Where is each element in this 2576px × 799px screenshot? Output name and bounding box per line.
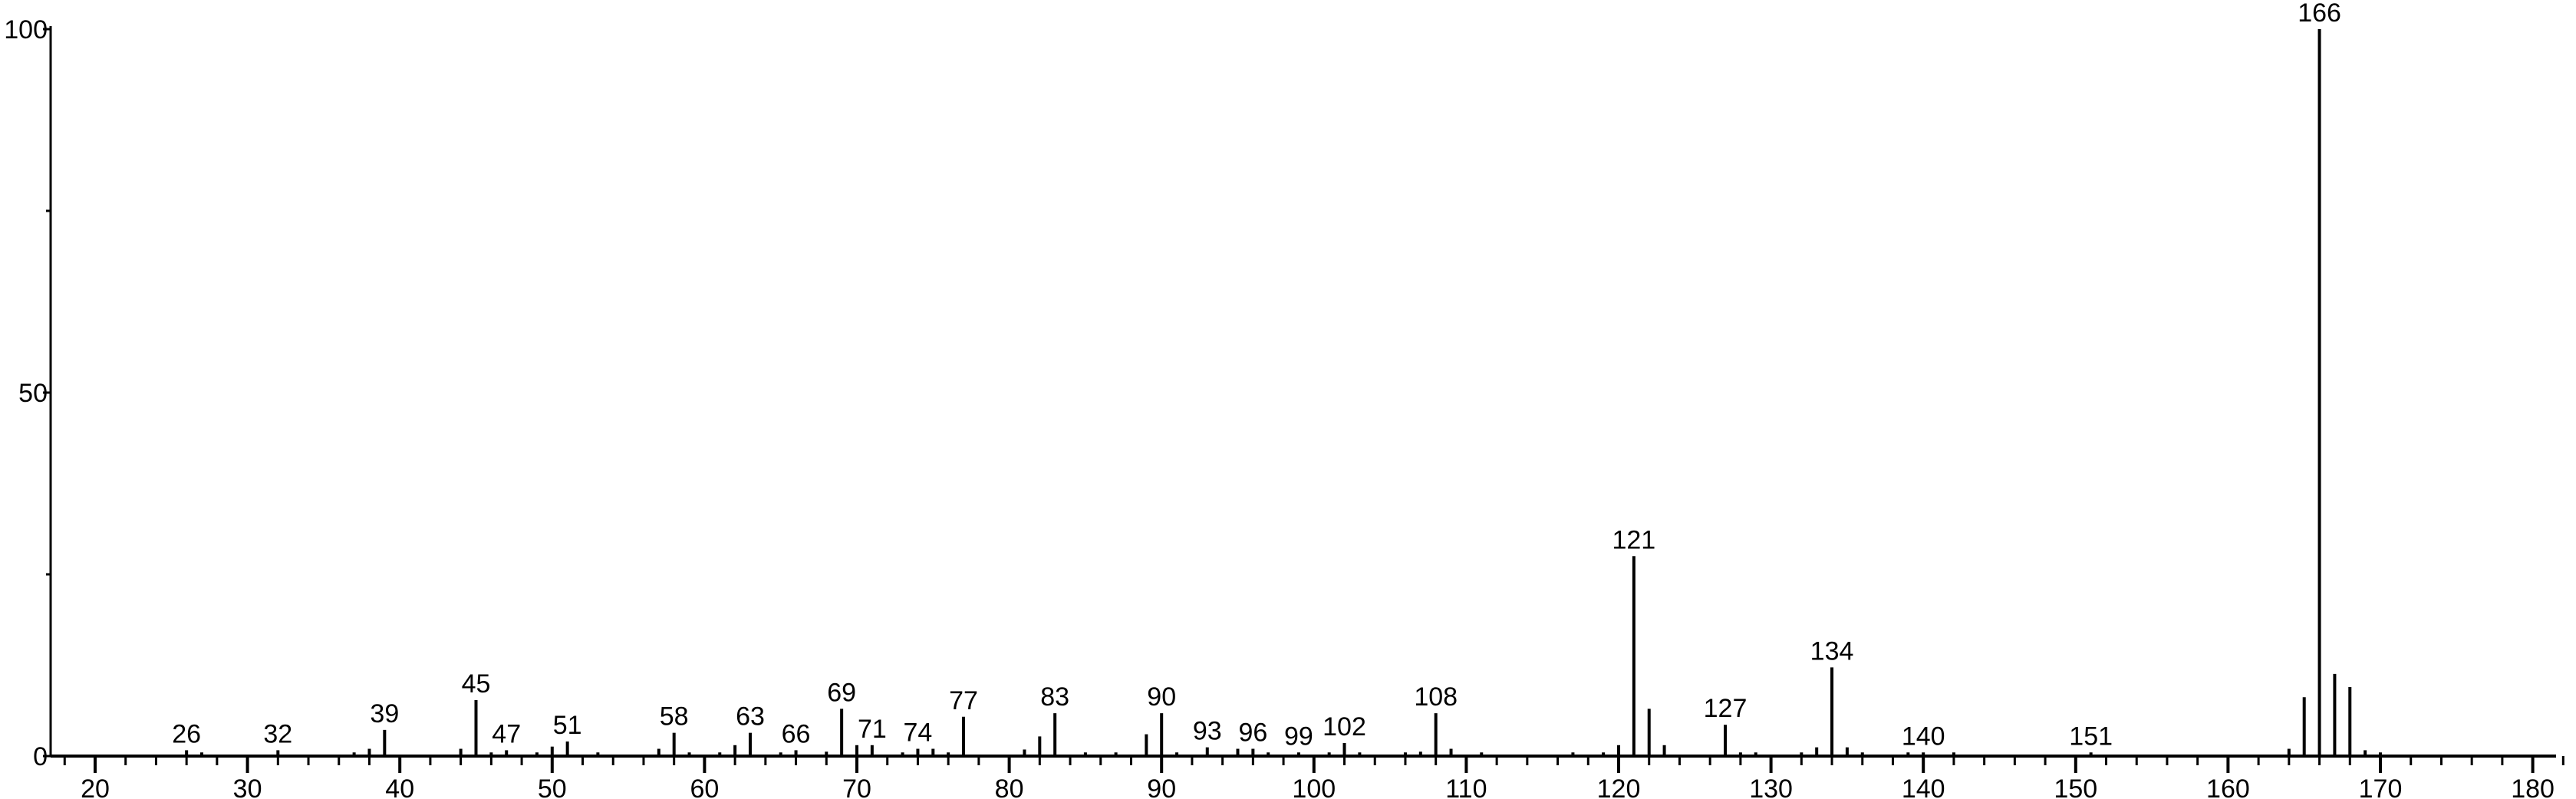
peak-label-63: 63 [736,702,765,732]
x-tick-label: 160 [2206,774,2250,799]
peak-label-151: 151 [2069,722,2113,751]
peak-label-77: 77 [949,686,978,715]
peak-label-66: 66 [782,719,811,748]
peak-label-140: 140 [1902,722,1945,751]
x-tick-label: 120 [1597,774,1641,799]
peak-label-121: 121 [1612,525,1655,554]
x-tick-label: 70 [842,774,871,799]
peak-label-39: 39 [370,699,399,728]
peak-label-51: 51 [553,711,582,740]
peak-label-58: 58 [660,702,689,732]
peak-label-32: 32 [263,719,292,748]
peak-label-166: 166 [2298,0,2341,28]
x-tick-label: 80 [995,774,1024,799]
y-tick-label: 0 [33,742,48,771]
peak-label-134: 134 [1810,636,1854,666]
x-tick-label: 110 [1445,774,1487,799]
x-tick-label: 60 [690,774,719,799]
peak-label-108: 108 [1414,682,1458,712]
x-tick-label: 50 [538,774,567,799]
peak-label-102: 102 [1323,712,1366,741]
x-tick-label: 130 [1749,774,1793,799]
peak-label-47: 47 [492,719,521,748]
peak-label-45: 45 [462,669,491,699]
x-tick-label: 20 [81,774,110,799]
x-tick-label: 90 [1147,774,1176,799]
peak-label-83: 83 [1040,682,1069,712]
x-tick-label: 100 [1292,774,1336,799]
peak-label-99: 99 [1284,722,1313,751]
y-tick-label: 50 [18,379,48,408]
x-tick-label: 140 [1902,774,1945,799]
peak-label-69: 69 [827,678,856,707]
peak-label-26: 26 [172,719,201,748]
x-tick-label: 30 [233,774,262,799]
peak-label-96: 96 [1238,718,1267,748]
x-tick-label: 40 [385,774,414,799]
peak-label-127: 127 [1704,694,1748,723]
peak-label-71: 71 [858,715,887,744]
peak-label-90: 90 [1147,682,1176,712]
axes: 20 30 40 50 60 70 80 90 100 110 120 130 140 150 160 170… [4,15,2564,799]
y-tick-label: 100 [4,15,48,44]
peak-label-74: 74 [904,718,933,748]
x-tick-label: 170 [2359,774,2403,799]
x-tick-label: 150 [2054,774,2097,799]
x-tick-label: 180 [2511,774,2555,799]
peak-label-93: 93 [1193,717,1222,746]
